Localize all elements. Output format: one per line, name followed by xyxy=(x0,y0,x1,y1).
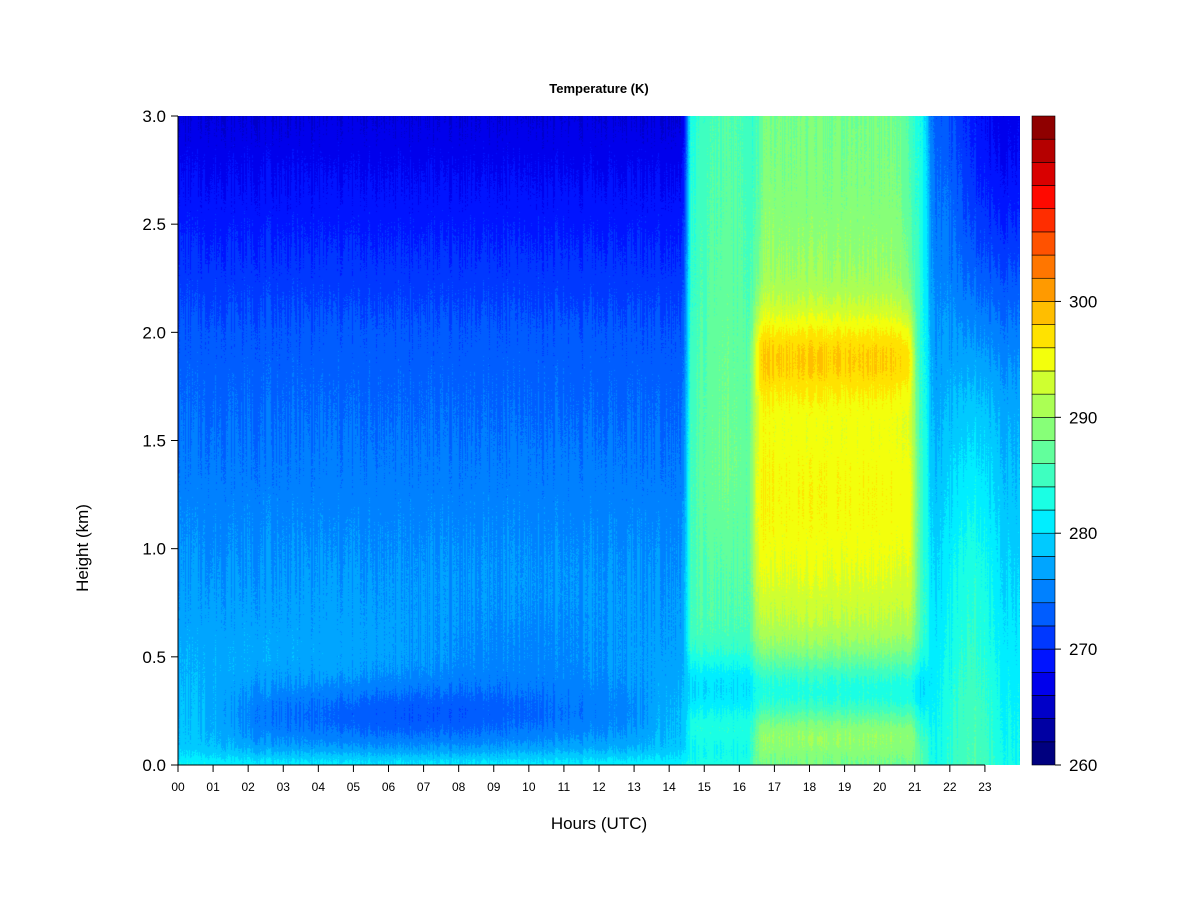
x-tick-label: 08 xyxy=(452,780,466,794)
x-tick-label: 17 xyxy=(768,780,782,794)
colorbar-swatch xyxy=(1031,301,1056,325)
y-axis-label: Height (km) xyxy=(73,504,92,592)
y-tick-label: 2.5 xyxy=(142,215,166,234)
colorbar-tick-label: 300 xyxy=(1069,292,1097,311)
y-axis: 0.0 0.5 1.0 1.5 2.0 2.5 3.0 xyxy=(142,107,179,775)
x-tick-label: 16 xyxy=(733,780,747,794)
colorbar-swatch xyxy=(1031,579,1056,604)
colorbar-swatch xyxy=(1031,185,1056,210)
colorbar-swatch xyxy=(1031,602,1056,627)
x-tick-label: 03 xyxy=(277,780,291,794)
colorbar-swatch xyxy=(1031,625,1056,650)
x-tick-label: 07 xyxy=(417,780,431,794)
x-tick-label: 13 xyxy=(627,780,641,794)
colorbar-swatch xyxy=(1031,231,1056,256)
x-tick-label: 06 xyxy=(382,780,396,794)
colorbar-axis: 260 270 280 290 300 xyxy=(1055,292,1097,775)
colorbar-swatch xyxy=(1031,324,1056,349)
colorbar-swatch xyxy=(1031,393,1056,418)
x-tick-label: 21 xyxy=(908,780,922,794)
x-tick-label: 20 xyxy=(873,780,887,794)
colorbar-tick-label: 270 xyxy=(1069,640,1097,659)
x-tick-label: 23 xyxy=(978,780,992,794)
colorbar-swatch xyxy=(1031,417,1056,441)
colorbar-swatch xyxy=(1031,695,1056,719)
colorbar-tick-label: 290 xyxy=(1069,408,1097,427)
x-tick-label: 14 xyxy=(662,780,676,794)
colorbar-swatch xyxy=(1031,254,1056,279)
colorbar-swatch xyxy=(1031,463,1056,488)
x-axis-label: Hours (UTC) xyxy=(551,814,647,833)
y-tick-label: 1.5 xyxy=(142,432,166,451)
colorbar-swatch xyxy=(1031,347,1056,372)
colorbar-swatch xyxy=(1031,208,1056,233)
x-axis: 00 01 02 03 04 05 06 07 08 09 10 11 12 13 14 15 16 17 18 19… xyxy=(171,764,992,794)
y-tick-label: 3.0 xyxy=(142,107,166,126)
y-tick-label: 0.5 xyxy=(142,648,166,667)
chart-title: Temperature (K) xyxy=(549,81,648,96)
y-tick-label: 1.0 xyxy=(142,540,166,559)
colorbar xyxy=(1031,115,1056,766)
colorbar-swatch xyxy=(1031,532,1056,557)
x-tick-label: 01 xyxy=(206,780,220,794)
x-tick-label: 11 xyxy=(558,780,571,794)
colorbar-swatch xyxy=(1031,115,1056,140)
colorbar-swatch xyxy=(1031,718,1056,743)
colorbar-swatch xyxy=(1031,648,1056,673)
x-tick-label: 12 xyxy=(592,780,606,794)
x-tick-label: 22 xyxy=(943,780,957,794)
colorbar-swatch xyxy=(1031,741,1056,766)
x-tick-label: 02 xyxy=(241,780,255,794)
x-tick-label: 10 xyxy=(522,780,536,794)
x-tick-label: 19 xyxy=(838,780,852,794)
x-tick-label: 09 xyxy=(487,780,501,794)
colorbar-swatch xyxy=(1031,509,1056,534)
heatmap-field xyxy=(178,116,1020,765)
colorbar-tick-label: 260 xyxy=(1069,756,1097,775)
x-tick-label: 05 xyxy=(347,780,361,794)
y-tick-label: 2.0 xyxy=(142,323,166,342)
heatmap-raster xyxy=(178,116,1020,765)
x-tick-label: 04 xyxy=(312,780,326,794)
x-tick-label: 15 xyxy=(698,780,712,794)
x-tick-label: 00 xyxy=(171,780,185,794)
y-tick-label: 0.0 xyxy=(142,756,166,775)
colorbar-swatch xyxy=(1031,671,1056,696)
x-tick-label: 18 xyxy=(803,780,817,794)
colorbar-tick-label: 280 xyxy=(1069,524,1097,543)
colorbar-swatch xyxy=(1031,440,1056,464)
colorbar-swatch xyxy=(1031,162,1056,186)
colorbar-swatch xyxy=(1031,556,1056,580)
colorbar-swatch xyxy=(1031,277,1056,302)
colorbar-swatch xyxy=(1031,370,1056,395)
colorbar-swatch xyxy=(1031,138,1056,163)
colorbar-swatch xyxy=(1031,486,1056,511)
